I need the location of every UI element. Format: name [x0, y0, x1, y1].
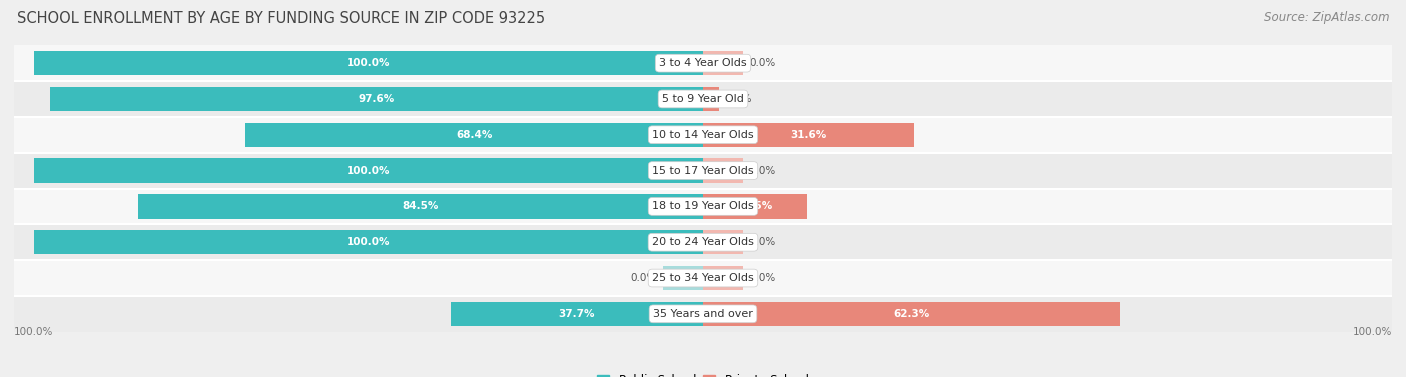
- Bar: [703, 266, 744, 290]
- Text: Source: ZipAtlas.com: Source: ZipAtlas.com: [1264, 11, 1389, 24]
- Bar: [138, 194, 703, 219]
- Bar: [14, 224, 1392, 260]
- Bar: [14, 188, 1392, 224]
- Bar: [14, 45, 1392, 81]
- Bar: [703, 87, 718, 111]
- Bar: [703, 230, 744, 254]
- Bar: [34, 158, 703, 183]
- Bar: [703, 302, 1119, 326]
- Text: 31.6%: 31.6%: [790, 130, 827, 140]
- Text: 100.0%: 100.0%: [347, 166, 391, 176]
- Bar: [34, 51, 703, 75]
- Bar: [14, 81, 1392, 117]
- Bar: [51, 87, 703, 111]
- Text: 35 Years and over: 35 Years and over: [652, 309, 754, 319]
- Text: 0.0%: 0.0%: [749, 273, 776, 283]
- Text: 18 to 19 Year Olds: 18 to 19 Year Olds: [652, 201, 754, 211]
- Text: 84.5%: 84.5%: [402, 201, 439, 211]
- Text: 2.4%: 2.4%: [725, 94, 752, 104]
- Text: 100.0%: 100.0%: [347, 58, 391, 68]
- Bar: [451, 302, 703, 326]
- Bar: [703, 194, 807, 219]
- Text: 97.6%: 97.6%: [359, 94, 395, 104]
- Text: 0.0%: 0.0%: [630, 273, 657, 283]
- Text: 0.0%: 0.0%: [749, 237, 776, 247]
- Text: 37.7%: 37.7%: [558, 309, 595, 319]
- Bar: [246, 123, 703, 147]
- Text: 5 to 9 Year Old: 5 to 9 Year Old: [662, 94, 744, 104]
- Bar: [703, 158, 744, 183]
- Text: 3 to 4 Year Olds: 3 to 4 Year Olds: [659, 58, 747, 68]
- Bar: [14, 117, 1392, 153]
- Bar: [703, 123, 914, 147]
- Text: 25 to 34 Year Olds: 25 to 34 Year Olds: [652, 273, 754, 283]
- Bar: [14, 260, 1392, 296]
- Bar: [34, 230, 703, 254]
- Text: 15 to 17 Year Olds: 15 to 17 Year Olds: [652, 166, 754, 176]
- Bar: [14, 296, 1392, 332]
- Bar: [662, 266, 703, 290]
- Text: SCHOOL ENROLLMENT BY AGE BY FUNDING SOURCE IN ZIP CODE 93225: SCHOOL ENROLLMENT BY AGE BY FUNDING SOUR…: [17, 11, 546, 26]
- Text: 10 to 14 Year Olds: 10 to 14 Year Olds: [652, 130, 754, 140]
- Legend: Public School, Private School: Public School, Private School: [595, 371, 811, 377]
- Text: 100.0%: 100.0%: [1353, 327, 1392, 337]
- Text: 15.5%: 15.5%: [737, 201, 773, 211]
- Text: 20 to 24 Year Olds: 20 to 24 Year Olds: [652, 237, 754, 247]
- Text: 0.0%: 0.0%: [749, 166, 776, 176]
- Text: 62.3%: 62.3%: [893, 309, 929, 319]
- Text: 68.4%: 68.4%: [456, 130, 492, 140]
- Bar: [14, 153, 1392, 188]
- Text: 100.0%: 100.0%: [14, 327, 53, 337]
- Bar: [703, 51, 744, 75]
- Text: 100.0%: 100.0%: [347, 237, 391, 247]
- Text: 0.0%: 0.0%: [749, 58, 776, 68]
